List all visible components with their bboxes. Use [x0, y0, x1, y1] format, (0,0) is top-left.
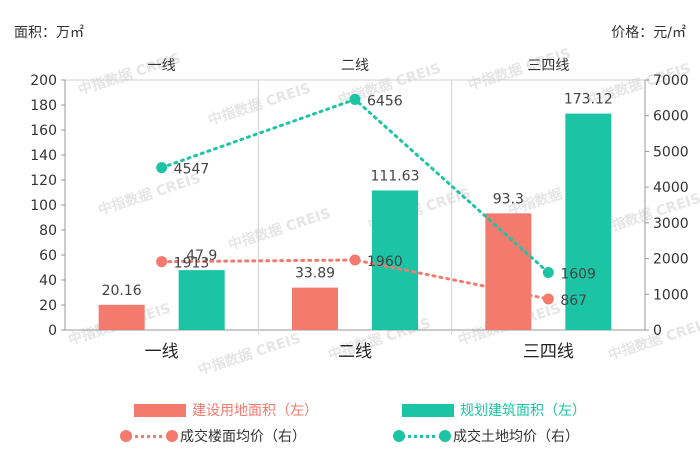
legend-label-land-area: 建设用地面积（左）	[192, 403, 318, 419]
bar-data-label: 20.16	[102, 283, 142, 299]
legend-item-building-area: 规划建筑面积（左）	[402, 400, 586, 420]
right-tick-label: 2000	[653, 252, 689, 268]
line-point	[542, 293, 554, 305]
line-data-label: 4547	[174, 162, 210, 178]
bar-land-area	[485, 213, 532, 330]
left-tick-label: 20	[39, 298, 57, 314]
left-tick-label: 180	[30, 98, 57, 114]
top-category-label: 三四线	[527, 58, 569, 74]
right-tick-label: 3000	[653, 216, 689, 232]
legend-swatch-land-area	[134, 403, 186, 417]
watermark-text-5: 中指数据 CREIS	[226, 205, 333, 254]
bar-building-area	[372, 190, 418, 330]
left-axis-unit: 面积：万㎡	[14, 25, 84, 41]
left-tick-label: 120	[30, 173, 57, 189]
legend-swatch-building-area	[402, 403, 454, 417]
line-point	[542, 267, 554, 279]
left-tick-label: 160	[30, 123, 57, 139]
legend-label-building-area: 规划建筑面积（左）	[460, 403, 586, 419]
line-data-label: 1609	[560, 267, 596, 283]
plot-frame	[64, 79, 646, 331]
legend-label-land-price: 成交土地均价（右）	[453, 429, 579, 445]
left-tick-label: 100	[30, 198, 57, 214]
legend-label-floor-price: 成交楼面均价（右）	[180, 429, 306, 445]
legend-item-floor-price: 成交楼面均价（右）	[120, 426, 306, 446]
line-floor-price	[160, 258, 550, 301]
bar-data-label: 47.9	[186, 248, 217, 264]
right-tick-label: 0	[653, 323, 662, 339]
line-point	[156, 162, 168, 174]
bar-building-area	[565, 113, 612, 330]
left-tick-label: 0	[48, 323, 57, 339]
x-tick-label: 一线	[145, 342, 179, 362]
legend-item-land-price: 成交土地均价（右）	[393, 426, 579, 446]
left-tick-label: 200	[30, 73, 57, 89]
right-tick-label: 5000	[653, 144, 689, 160]
line-data-label: 6456	[367, 93, 403, 109]
left-tick-label: 80	[39, 223, 57, 239]
line-data-label: 1960	[367, 254, 403, 270]
x-tick-label: 三四线	[523, 342, 574, 362]
right-tick-label: 1000	[653, 287, 689, 303]
watermark-text-14: 中指数据 CREIS	[606, 315, 700, 364]
top-category-label: 一线	[148, 58, 176, 74]
line-point	[349, 93, 361, 105]
left-tick-label: 60	[39, 248, 57, 264]
right-tick-label: 7000	[653, 73, 689, 89]
left-tick-label: 40	[39, 273, 57, 289]
bar-land-area	[98, 304, 145, 330]
watermark-text-0: 中指数据 CREIS	[76, 50, 183, 99]
bar-land-area	[292, 287, 338, 330]
left-tick-label: 140	[30, 148, 57, 164]
bar-building-area	[178, 270, 225, 330]
line-data-label: 867	[560, 293, 587, 309]
legend-swatch-floor-price	[120, 429, 178, 443]
bar-data-label: 111.63	[371, 168, 420, 184]
right-tick-label: 6000	[653, 109, 689, 125]
line-point	[349, 254, 361, 266]
right-tick-label: 4000	[653, 180, 689, 196]
line-data-label: 1913	[174, 256, 210, 272]
x-tick-label: 二线	[338, 342, 372, 362]
top-category-label: 二线	[341, 58, 369, 74]
watermark-text-1: 中指数据 CREIS	[206, 80, 313, 129]
bar-data-label: 173.12	[564, 92, 613, 108]
bar-data-label: 33.89	[295, 266, 335, 282]
right-axis-unit: 价格：元/㎡	[611, 25, 686, 41]
legend-swatch-land-price	[393, 429, 451, 443]
line-point	[156, 256, 168, 268]
watermark-text-9: 中指数据 CREIS	[196, 330, 303, 379]
bar-data-label: 93.3	[493, 191, 524, 207]
legend-item-land-area: 建设用地面积（左）	[134, 400, 318, 420]
